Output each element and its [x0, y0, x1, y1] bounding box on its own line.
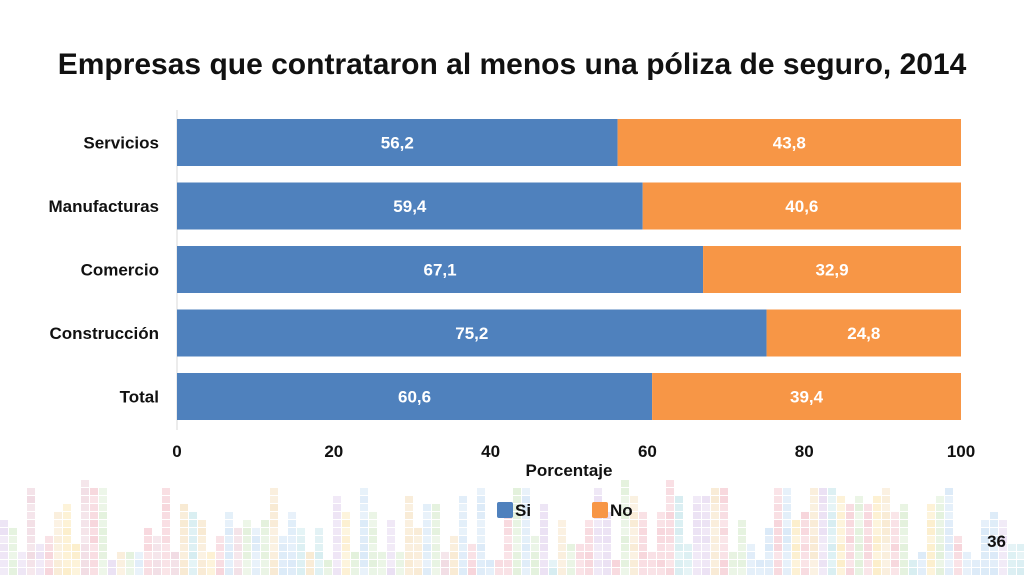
- bar-no-comercio: [703, 246, 961, 293]
- bar-si-manufacturas: [177, 182, 643, 230]
- data-label: 60,6: [398, 388, 431, 407]
- data-label: 75,2: [455, 324, 488, 343]
- category-label: Servicios: [83, 134, 159, 153]
- data-label: 24,8: [847, 324, 880, 343]
- data-label: 32,9: [815, 261, 848, 280]
- bar-si-servicios: [177, 119, 618, 166]
- data-label: 59,4: [393, 197, 427, 216]
- legend-label-no: No: [610, 501, 633, 520]
- slide-number: 36: [987, 532, 1006, 551]
- x-tick-label: 20: [324, 442, 343, 461]
- chart-title: Empresas que contrataron al menos una pó…: [57, 48, 967, 81]
- bar-no-total: [652, 373, 961, 420]
- data-label: 43,8: [773, 134, 806, 153]
- category-label: Construcción: [49, 324, 159, 343]
- x-tick-label: 100: [947, 442, 975, 461]
- bar-si-comercio: [177, 246, 704, 293]
- x-tick-label: 40: [481, 442, 500, 461]
- data-label: 39,4: [790, 388, 824, 407]
- x-axis-title: Porcentaje: [526, 461, 613, 480]
- x-tick-label: 60: [638, 442, 657, 461]
- x-tick-label: 0: [172, 442, 181, 461]
- data-label: 67,1: [423, 261, 456, 280]
- legend-swatch-no: [592, 502, 608, 518]
- data-label: 40,6: [785, 197, 818, 216]
- legend-swatch-si: [497, 502, 513, 518]
- bar-no-manufacturas: [642, 182, 961, 230]
- data-label: 56,2: [381, 134, 414, 153]
- legend-label-si: Si: [515, 501, 531, 520]
- category-label: Manufacturas: [48, 197, 159, 216]
- bar-no-construcción: [766, 309, 961, 357]
- category-label: Total: [120, 388, 159, 407]
- category-label: Comercio: [81, 261, 159, 280]
- bar-si-total: [177, 373, 653, 420]
- bar-si-construcción: [177, 309, 767, 357]
- x-tick-label: 80: [795, 442, 814, 461]
- bar-no-servicios: [617, 119, 961, 166]
